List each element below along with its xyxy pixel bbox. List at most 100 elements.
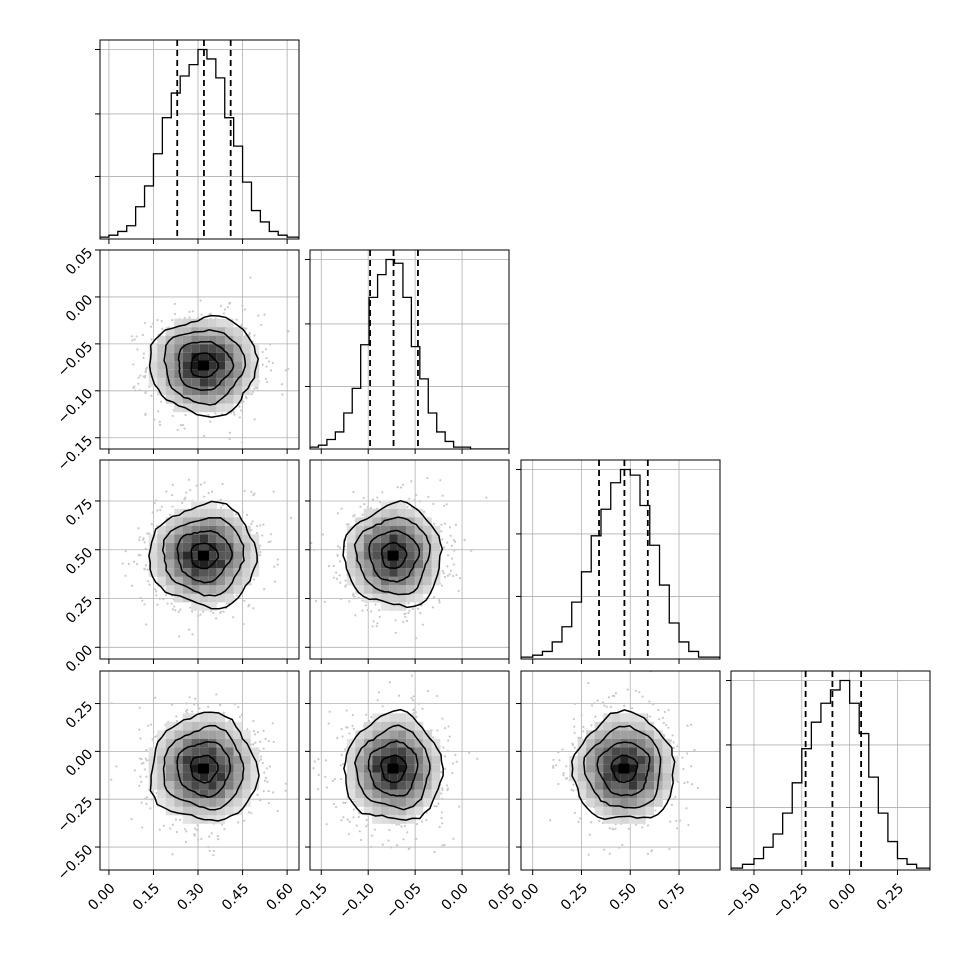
scatter-point: [284, 790, 286, 792]
scatter-point: [141, 801, 143, 803]
scatter-point: [285, 783, 287, 785]
scatter-point: [207, 706, 209, 708]
scatter-point: [412, 695, 414, 697]
density-cell: [200, 526, 209, 535]
scatter-point: [189, 489, 191, 491]
scatter-point: [402, 838, 404, 840]
scatter-point: [171, 505, 173, 507]
scatter-point: [349, 821, 351, 823]
scatter-point: [212, 854, 214, 856]
scatter-point: [185, 830, 187, 832]
y-tick-label: 0.25: [63, 699, 96, 732]
scatter-point: [402, 621, 404, 623]
panel-plot-area: [310, 250, 509, 449]
density-cell: [217, 370, 226, 379]
density-cell: [191, 722, 200, 731]
scatter-point: [372, 625, 374, 627]
density-cell: [200, 395, 209, 404]
scatter-point: [262, 523, 264, 525]
density-cell: [225, 568, 234, 577]
scatter-point: [256, 387, 258, 389]
scatter-point: [439, 601, 441, 603]
density-cell: [174, 361, 183, 370]
scatter-point: [185, 491, 187, 493]
density-cell: [234, 543, 243, 552]
density-cell: [208, 602, 217, 611]
scatter-point: [418, 702, 420, 704]
density-cell: [217, 577, 226, 586]
scatter-point: [250, 491, 252, 493]
scatter-point: [151, 338, 153, 340]
scatter-point: [365, 825, 367, 827]
density-cell: [183, 773, 192, 782]
density-cell: [208, 798, 217, 807]
scatter-point: [270, 369, 272, 371]
panel-plot-area: [90, 250, 299, 474]
scatter-point: [145, 564, 147, 566]
density-cell: [208, 585, 217, 594]
scatter-point: [406, 831, 408, 833]
scatter-point: [243, 820, 245, 822]
density-cell: [372, 594, 381, 603]
scatter-point: [143, 603, 145, 605]
density-cell: [174, 395, 183, 404]
scatter-point: [169, 827, 171, 829]
scatter-point: [408, 609, 410, 611]
scatter-point: [132, 363, 134, 365]
scatter-point: [415, 711, 417, 713]
scatter-point: [197, 704, 199, 706]
scatter-point: [146, 759, 148, 761]
scatter-point: [220, 506, 222, 508]
density-cell: [191, 568, 200, 577]
scatter-point: [450, 570, 452, 572]
scatter-point: [262, 730, 264, 732]
scatter-point: [171, 603, 173, 605]
scatter-point: [348, 600, 350, 602]
scatter-point: [376, 496, 378, 498]
scatter-point: [144, 768, 146, 770]
density-cell: [157, 344, 166, 353]
density-cell: [208, 319, 217, 328]
density-cell: [242, 730, 251, 739]
scatter-point: [171, 853, 173, 855]
scatter-point: [339, 560, 341, 562]
scatter-point: [145, 803, 147, 805]
scatter-point: [370, 610, 372, 612]
scatter-point: [337, 555, 339, 557]
scatter-point: [142, 537, 144, 539]
panel-plot-area: [310, 460, 509, 659]
scatter-point: [340, 778, 342, 780]
density-cell: [423, 577, 432, 586]
panel-2-2: [516, 460, 720, 664]
density-cell: [225, 798, 234, 807]
scatter-point: [240, 409, 242, 411]
scatter-point: [352, 816, 354, 818]
density-cell: [389, 594, 398, 603]
scatter-point: [317, 758, 319, 760]
scatter-point: [171, 703, 173, 705]
scatter-point: [340, 508, 342, 510]
scatter-point: [144, 541, 146, 543]
scatter-point: [260, 758, 262, 760]
panel-frame: [100, 40, 299, 239]
scatter-point: [181, 502, 183, 504]
density-cell: [166, 577, 175, 586]
scatter-point: [145, 749, 147, 751]
density-cell: [225, 807, 234, 816]
scatter-point: [358, 597, 360, 599]
scatter-point: [215, 693, 217, 695]
scatter-point: [446, 565, 448, 567]
scatter-point: [447, 575, 449, 577]
scatter-point: [244, 308, 246, 310]
scatter-point: [353, 514, 355, 516]
scatter-point: [454, 541, 456, 543]
density-cell: [183, 370, 192, 379]
scatter-point: [178, 611, 180, 613]
scatter-point: [172, 608, 174, 610]
scatter-point: [347, 819, 349, 821]
panel-1-0: −0.15−0.10−0.050.000.05: [55, 245, 299, 474]
scatter-point: [456, 761, 458, 763]
density-cell: [200, 509, 209, 517]
density-cell: [200, 534, 209, 543]
